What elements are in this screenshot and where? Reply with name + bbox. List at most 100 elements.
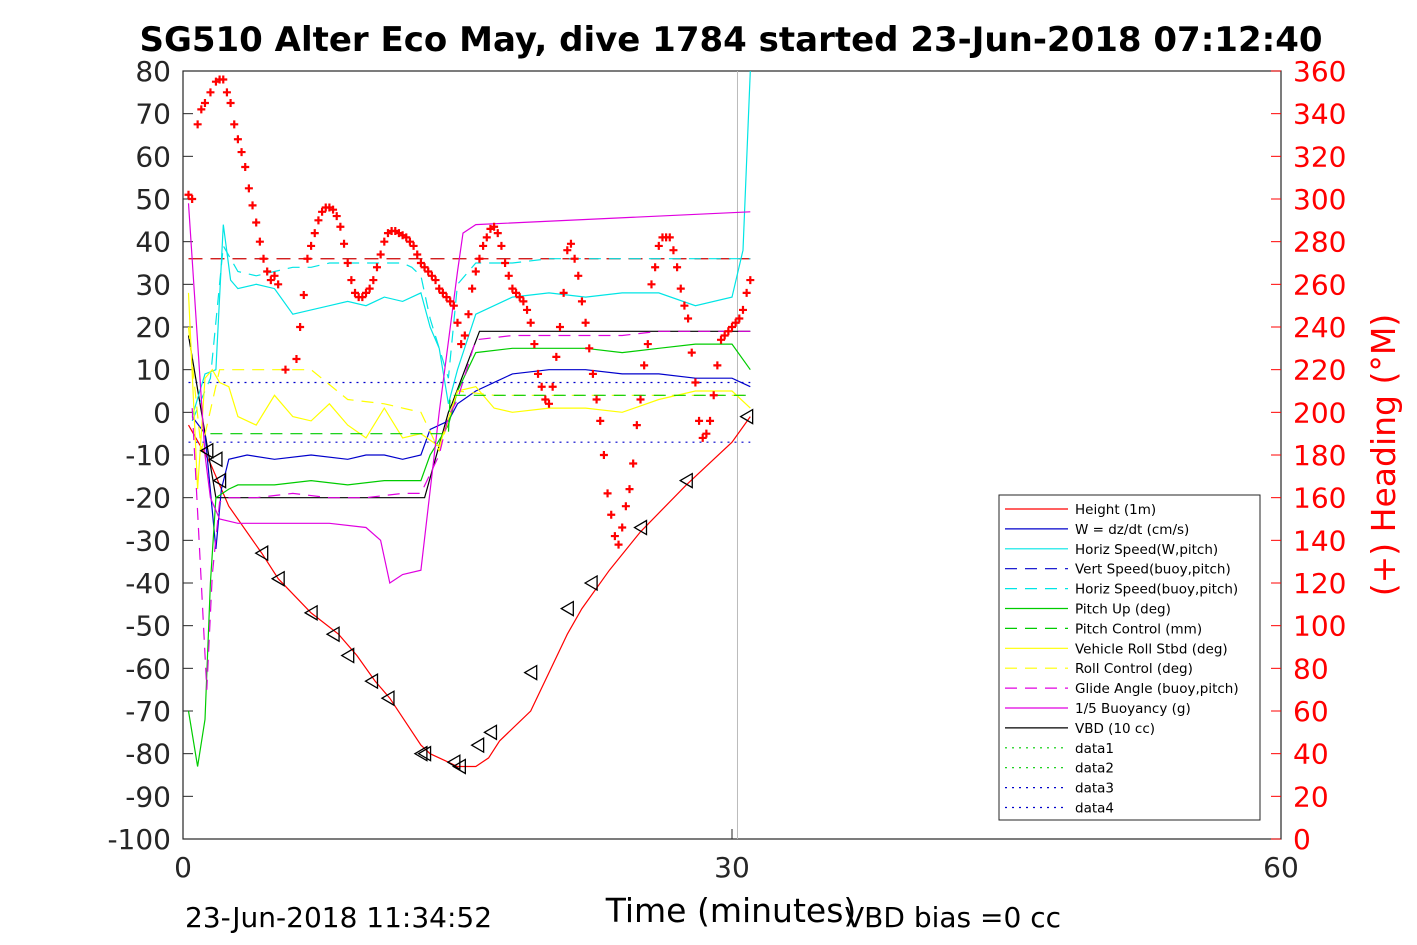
heading-point xyxy=(555,323,564,331)
heading-point xyxy=(691,378,700,387)
heading-point xyxy=(669,246,678,255)
heading-point xyxy=(599,451,608,459)
triangle-marker xyxy=(523,664,538,681)
marker-layer xyxy=(184,75,755,775)
legend-entry: data1 xyxy=(1075,741,1114,757)
heading-point xyxy=(274,280,283,289)
legend-entry: Horiz Speed(W,pitch) xyxy=(1075,542,1218,558)
series-line xyxy=(187,343,751,767)
legend-entry: Vehicle Roll Stbd (deg) xyxy=(1075,641,1228,657)
heading-point xyxy=(523,305,532,314)
x-tick-label: 60 xyxy=(1263,851,1299,884)
heading-point xyxy=(303,254,312,263)
heading-point xyxy=(742,288,751,297)
legend: Height (1m) W = dz/dt (cm/s) Horiz Speed(W… xyxy=(998,494,1261,821)
heading-point xyxy=(435,284,444,293)
heading-point xyxy=(592,395,601,404)
left-tick-label: -10 xyxy=(125,439,171,472)
heading-point xyxy=(545,399,553,408)
heading-point xyxy=(640,361,649,370)
series-line xyxy=(191,369,751,549)
heading-point xyxy=(427,271,436,280)
heading-point xyxy=(244,184,253,193)
heading-point xyxy=(184,190,193,199)
heading-point xyxy=(570,254,579,263)
left-tick-label: 0 xyxy=(153,396,171,429)
heading-point xyxy=(698,433,707,442)
heading-point xyxy=(534,369,543,378)
heading-point xyxy=(365,284,374,293)
series-line xyxy=(187,292,751,490)
heading-point xyxy=(676,284,685,293)
left-tick-label: -90 xyxy=(125,780,171,813)
x-tick-label: 0 xyxy=(174,851,192,884)
triangle-marker xyxy=(452,758,466,775)
heading-point xyxy=(226,99,235,107)
legend-entry: VBD (10 cc) xyxy=(1075,721,1155,737)
heading-point xyxy=(266,276,275,285)
heading-point xyxy=(351,288,360,297)
heading-point xyxy=(314,216,323,225)
heading-point xyxy=(706,416,715,425)
x-tick-label: 30 xyxy=(714,851,750,884)
heading-point xyxy=(241,163,250,171)
heading-point xyxy=(731,318,740,327)
triangle-marker xyxy=(470,737,485,754)
right-tick-label: 0 xyxy=(1293,823,1311,856)
left-tick-label: 30 xyxy=(135,268,171,301)
triangle-marker xyxy=(678,472,693,489)
heading-point xyxy=(654,241,663,250)
heading-point xyxy=(493,229,502,238)
left-tick-label: -40 xyxy=(125,567,171,600)
legend-entry: Pitch Control (mm) xyxy=(1075,621,1202,637)
legend-entry: Roll Control (deg) xyxy=(1075,661,1193,677)
legend-entry: Horiz Speed(buoy,pitch) xyxy=(1075,582,1238,598)
chart-title: SG510 Alter Eco May, dive 1784 started 2… xyxy=(139,20,1322,60)
heading-point xyxy=(504,271,513,280)
right-tick-label: 40 xyxy=(1293,738,1329,771)
heading-point xyxy=(376,250,385,259)
left-tick-label: 20 xyxy=(135,311,171,344)
heading-point xyxy=(585,344,594,353)
heading-point xyxy=(347,276,356,285)
heading-point xyxy=(552,352,561,361)
heading-point xyxy=(618,523,627,532)
left-tick-label: -20 xyxy=(125,482,171,515)
right-tick-label: 200 xyxy=(1293,396,1346,429)
series-line xyxy=(191,243,751,422)
right-axis-ticks: 3603403203002802602402202001801601401201… xyxy=(1271,55,1346,856)
left-tick-label: -100 xyxy=(107,823,171,856)
legend-entry: data3 xyxy=(1075,781,1114,797)
right-tick-label: 180 xyxy=(1293,439,1346,472)
heading-point xyxy=(720,331,729,340)
heading-point xyxy=(292,355,301,363)
heading-point xyxy=(263,267,272,276)
heading-point xyxy=(200,99,209,107)
heading-point xyxy=(581,318,590,327)
triangle-marker xyxy=(364,673,379,690)
heading-point xyxy=(501,259,510,267)
heading-point xyxy=(735,314,744,323)
heading-point xyxy=(405,237,414,246)
heading-point xyxy=(566,239,575,248)
heading-point xyxy=(446,297,455,306)
heading-point xyxy=(369,276,378,285)
heading-point xyxy=(596,416,605,425)
heading-point xyxy=(416,259,425,267)
series-layer xyxy=(187,70,751,839)
series-line xyxy=(191,330,751,690)
heading-point xyxy=(610,532,619,541)
heading-point xyxy=(329,205,338,214)
heading-point xyxy=(713,361,722,370)
heading-point xyxy=(673,263,682,272)
left-tick-label: -50 xyxy=(125,610,171,643)
heading-point xyxy=(636,395,645,404)
heading-point xyxy=(442,293,451,302)
heading-point xyxy=(625,485,634,494)
left-tick-label: -30 xyxy=(125,524,171,557)
legend-entry: Pitch Up (deg) xyxy=(1075,602,1171,618)
heading-point xyxy=(577,297,586,306)
heading-point xyxy=(362,288,370,297)
left-tick-label: 70 xyxy=(135,98,171,131)
heading-point xyxy=(270,271,279,280)
